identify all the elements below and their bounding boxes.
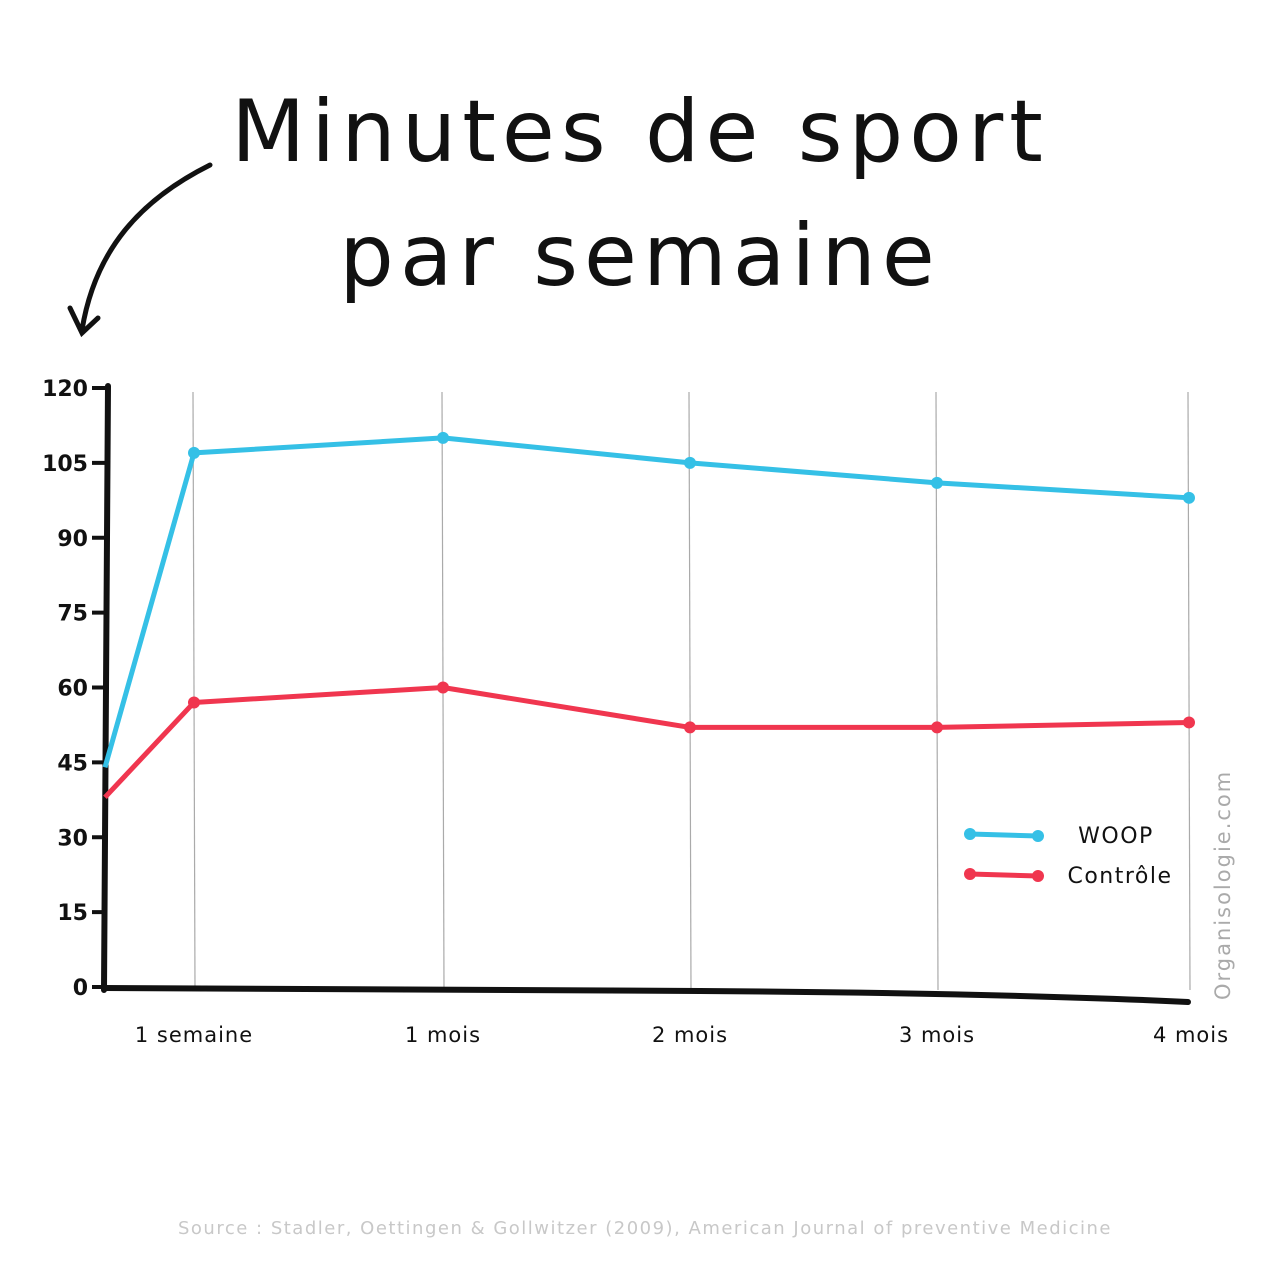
gridline: [935, 391, 939, 991]
data-point: [437, 431, 449, 444]
data-point: [1183, 491, 1195, 504]
data-point: [188, 696, 200, 709]
y-tick-label: 45: [57, 751, 88, 776]
y-tick-label: 0: [73, 976, 88, 1001]
y-tick-label: 120: [42, 377, 88, 402]
x-tick-label: 3 mois: [899, 1023, 975, 1047]
legend-marker: [1032, 830, 1044, 842]
data-point: [188, 446, 200, 459]
legend-marker: [1032, 870, 1044, 882]
y-tick-label: 90: [57, 527, 88, 552]
arrow-icon: [67, 162, 213, 338]
chart-title-line-1: Minutes de sport: [231, 82, 1049, 182]
legend-marker: [964, 828, 976, 840]
data-point: [931, 721, 943, 734]
data-point: [1183, 716, 1195, 729]
chart-title-line-2: par semaine: [339, 206, 941, 306]
x-tick-label: 4 mois: [1153, 1023, 1229, 1047]
data-point: [684, 721, 696, 734]
x-tick-label: 1 mois: [405, 1023, 481, 1047]
y-tick-label: 75: [57, 602, 88, 627]
gridline: [688, 391, 692, 991]
legend-swatch: [969, 831, 1039, 839]
legend-swatch: [969, 871, 1039, 879]
series-line-0: [102, 435, 1190, 769]
data-point: [684, 456, 696, 469]
legend-label: Contrôle: [1067, 864, 1172, 889]
series-line-1: [103, 685, 1190, 800]
legend-marker: [964, 868, 976, 880]
source-citation: Source : Stadler, Oettingen & Gollwitzer…: [177, 1218, 1112, 1239]
watermark: Organisologie.com: [1211, 769, 1235, 1000]
data-point: [931, 476, 943, 489]
gridline: [192, 391, 196, 991]
data-point: [437, 681, 449, 694]
x-axis: [101, 985, 1191, 1005]
gridline: [1187, 391, 1191, 991]
legend-label: WOOP: [1078, 824, 1154, 849]
x-tick-label: 2 mois: [652, 1023, 728, 1047]
x-tick-label: 1 semaine: [135, 1023, 253, 1047]
y-tick-label: 60: [57, 677, 88, 702]
y-tick-label: 30: [57, 826, 88, 851]
y-tick-label: 15: [57, 901, 88, 926]
chart-title: Minutes de sport par semaine: [0, 70, 1280, 318]
y-tick-label: 105: [42, 452, 88, 477]
